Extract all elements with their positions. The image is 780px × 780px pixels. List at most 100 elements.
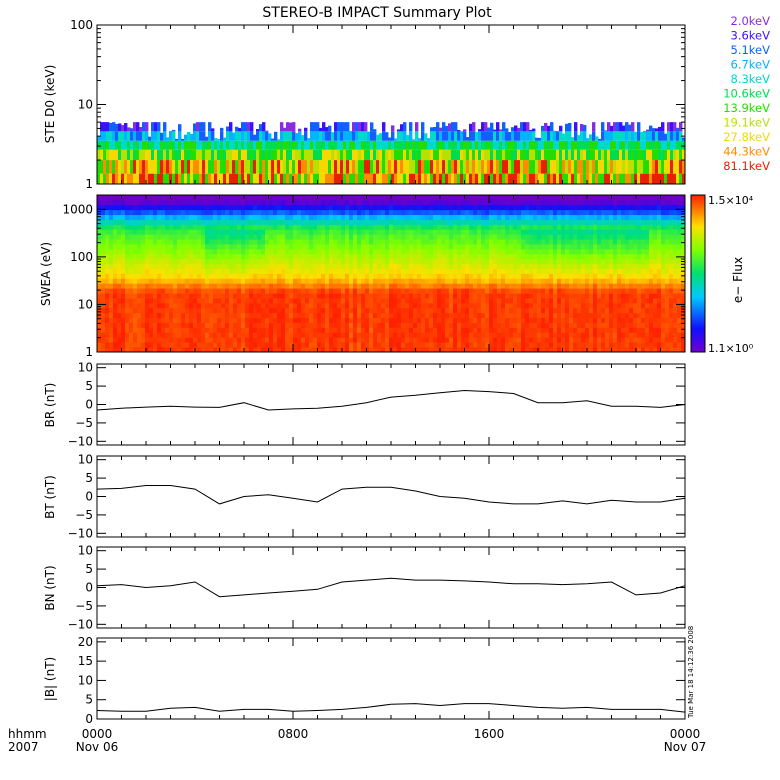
swea-cell — [361, 229, 366, 235]
swea-cell — [345, 298, 350, 304]
swea-cell — [237, 263, 242, 269]
swea-cell — [537, 229, 542, 235]
ste-flux-cell — [520, 149, 524, 161]
swea-cell — [281, 253, 286, 260]
swea-cell — [209, 342, 214, 348]
swea-cell — [533, 337, 538, 343]
ste-flux-cell — [613, 140, 617, 150]
swea-cell — [469, 283, 474, 289]
swea-cell — [441, 337, 446, 343]
ste-flux-cell — [547, 149, 551, 161]
ste-flux-cell — [613, 173, 617, 184]
swea-cell — [289, 239, 294, 245]
ste-flux-cell — [271, 140, 275, 150]
swea-cell — [249, 327, 254, 333]
swea-cell — [557, 322, 562, 328]
swea-cell — [505, 224, 510, 230]
ste-flux-cell — [559, 140, 563, 150]
swea-cell — [417, 253, 422, 260]
swea-cell — [233, 327, 238, 333]
swea-cell — [389, 307, 394, 314]
ste-flux-cell — [661, 160, 665, 174]
ste-flux-cell — [184, 160, 188, 174]
swea-cell — [553, 204, 558, 211]
ste-flux-cell — [466, 149, 470, 161]
ste-flux-cell — [454, 140, 458, 150]
ste-flux-cell — [553, 160, 557, 174]
swea-cell — [441, 293, 446, 299]
swea-cell — [217, 327, 222, 333]
swea-cell — [409, 322, 414, 328]
swea-cell — [289, 214, 294, 220]
swea-cell — [185, 224, 190, 230]
swea-cell — [197, 214, 202, 220]
swea-cell — [525, 278, 530, 284]
swea-cell — [205, 327, 210, 333]
ste-flux-cell — [655, 173, 659, 184]
swea-cell — [517, 199, 522, 206]
swea-cell — [205, 204, 210, 211]
swea-cell — [489, 253, 494, 260]
swea-cell — [489, 322, 494, 328]
swea-cell — [421, 298, 426, 304]
swea-cell — [273, 199, 278, 206]
swea-cell — [465, 298, 470, 304]
swea-cell — [149, 283, 154, 289]
ste-flux-cell — [328, 149, 332, 161]
swea-cell — [349, 219, 354, 225]
swea-cell — [497, 317, 502, 323]
swea-cell — [453, 229, 458, 235]
swea-cell — [229, 248, 234, 255]
ste-flux-cell — [370, 131, 374, 141]
ste-channel-label: 3.6keV — [731, 29, 771, 43]
swea-cell — [517, 273, 522, 279]
swea-cell — [145, 244, 150, 250]
swea-cell — [113, 317, 118, 323]
swea-cell — [561, 288, 566, 294]
ste-flux-cell — [346, 140, 350, 150]
ste-flux-cell — [172, 140, 176, 150]
swea-cell — [533, 307, 538, 314]
swea-cell — [237, 317, 242, 323]
swea-cell — [233, 214, 238, 220]
swea-cell — [565, 273, 570, 279]
ste-flux-cell — [172, 149, 176, 161]
swea-cell — [573, 209, 578, 216]
swea-cell — [549, 342, 554, 348]
ste-flux-cell — [409, 173, 413, 184]
swea-cell — [373, 307, 378, 314]
ste-flux-cell — [205, 140, 209, 150]
swea-cell — [321, 337, 326, 343]
swea-cell — [473, 337, 478, 343]
ste-flux-cell — [529, 160, 533, 174]
swea-cell — [453, 283, 458, 289]
swea-cell — [425, 229, 430, 235]
ste-flux-cell — [166, 160, 170, 174]
swea-cell — [113, 263, 118, 269]
swea-cell — [345, 288, 350, 294]
swea-cell — [441, 263, 446, 269]
swea-cell — [313, 278, 318, 284]
swea-cell — [317, 307, 322, 314]
ste-flux-cell — [346, 149, 350, 161]
swea-cell — [549, 219, 554, 225]
swea-cell — [357, 298, 362, 304]
swea-cell — [573, 199, 578, 206]
ste-flux-cell — [514, 131, 518, 141]
swea-cell — [529, 332, 534, 338]
swea-cell — [497, 327, 502, 333]
swea-cell — [553, 209, 558, 216]
swea-cell — [437, 307, 442, 314]
swea-cell — [289, 268, 294, 274]
swea-cell — [265, 219, 270, 225]
swea-cell — [533, 244, 538, 250]
swea-cell — [337, 229, 342, 235]
ste-flux-cell — [115, 160, 119, 174]
swea-cell — [245, 317, 250, 323]
swea-cell — [509, 293, 514, 299]
swea-cell — [177, 214, 182, 220]
swea-cell — [501, 199, 506, 206]
ste-flux-cell — [241, 160, 245, 174]
swea-cell — [205, 332, 210, 338]
ste-flux-cell — [550, 131, 554, 141]
